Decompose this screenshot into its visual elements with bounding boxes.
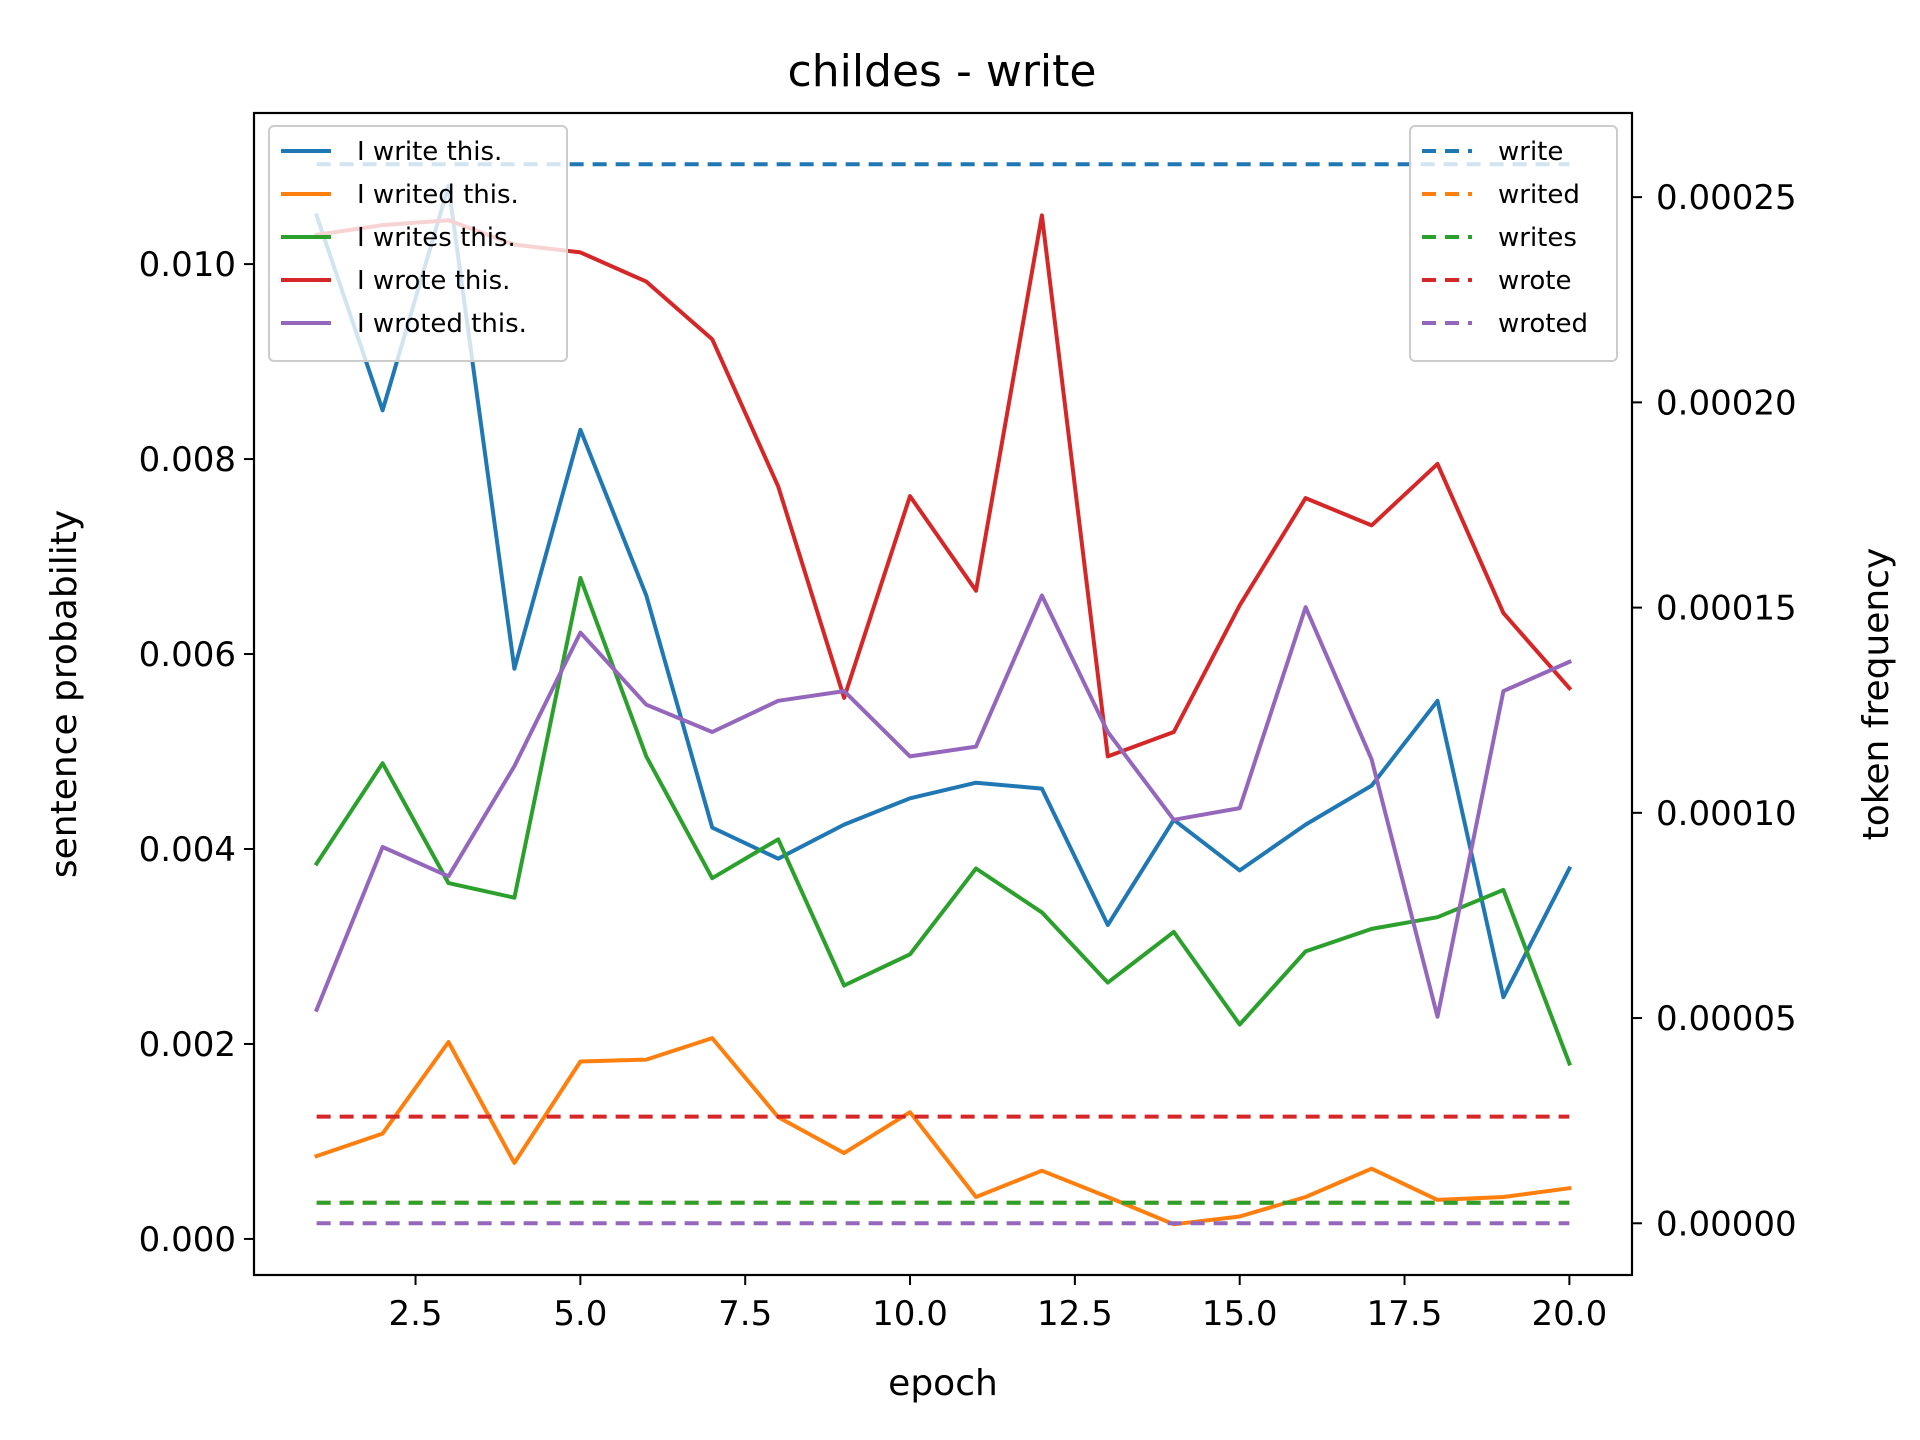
y-tick-label: 0.000 [139,1220,236,1260]
legend-label: write [1498,137,1563,167]
x-axis: 2.5 5.0 7.5 10.0 12.5 15.0 17.5 20.0 [388,1275,1607,1334]
y2-axis-label: token frequency [1856,548,1897,841]
x-tick-label: 10.0 [872,1294,948,1334]
legend-tokens: write writed writes wrote wroted [1410,126,1617,361]
y-tick-label: 0.010 [139,245,236,285]
y2-tick-label: 0.00015 [1656,589,1797,629]
series-line-4 [317,596,1570,1017]
x-tick-label: 2.5 [388,1294,442,1334]
y-tick-label: 0.002 [139,1025,236,1065]
x-tick-label: 20.0 [1532,1294,1608,1334]
x-tick-label: 17.5 [1367,1294,1443,1334]
legend-label: I wrote this. [357,266,510,296]
y2-tick-label: 0.00025 [1656,178,1797,218]
legend-label: I wroted this. [357,309,527,339]
series-line-1 [317,1038,1570,1224]
y2-tick-label: 0.00005 [1656,999,1797,1039]
series-line-2 [317,578,1570,1064]
y-axis-right: 0.00000 0.00005 0.00010 0.00015 0.00020 0.000… [1632,178,1797,1244]
y-tick-label: 0.004 [139,830,236,870]
legend-label: I writes this. [357,223,516,253]
x-tick-label: 12.5 [1037,1294,1113,1334]
legend-label: I write this. [357,137,502,167]
y-tick-label: 0.008 [139,440,236,480]
x-axis-label: epoch [888,1363,998,1404]
y-axis-label: sentence probability [44,510,85,878]
legend-label: wrote [1498,266,1571,296]
legend-sentences: I write this. I writed this. I writes this… [269,126,567,361]
legend-label: writes [1498,223,1577,253]
chart-title: childes - write [788,46,1097,97]
y-tick-label: 0.006 [139,635,236,675]
y2-tick-label: 0.00020 [1656,383,1797,423]
y-axis-left: 0.000 0.002 0.004 0.006 0.008 0.010 [139,245,254,1260]
legend-label: writed [1498,180,1580,210]
x-tick-label: 5.0 [553,1294,607,1334]
x-tick-label: 7.5 [718,1294,772,1334]
x-tick-label: 15.0 [1202,1294,1278,1334]
legend-label: wroted [1498,309,1588,339]
legend-label: I writed this. [357,180,519,210]
y2-tick-label: 0.00000 [1656,1204,1797,1244]
y2-tick-label: 0.00010 [1656,794,1797,834]
